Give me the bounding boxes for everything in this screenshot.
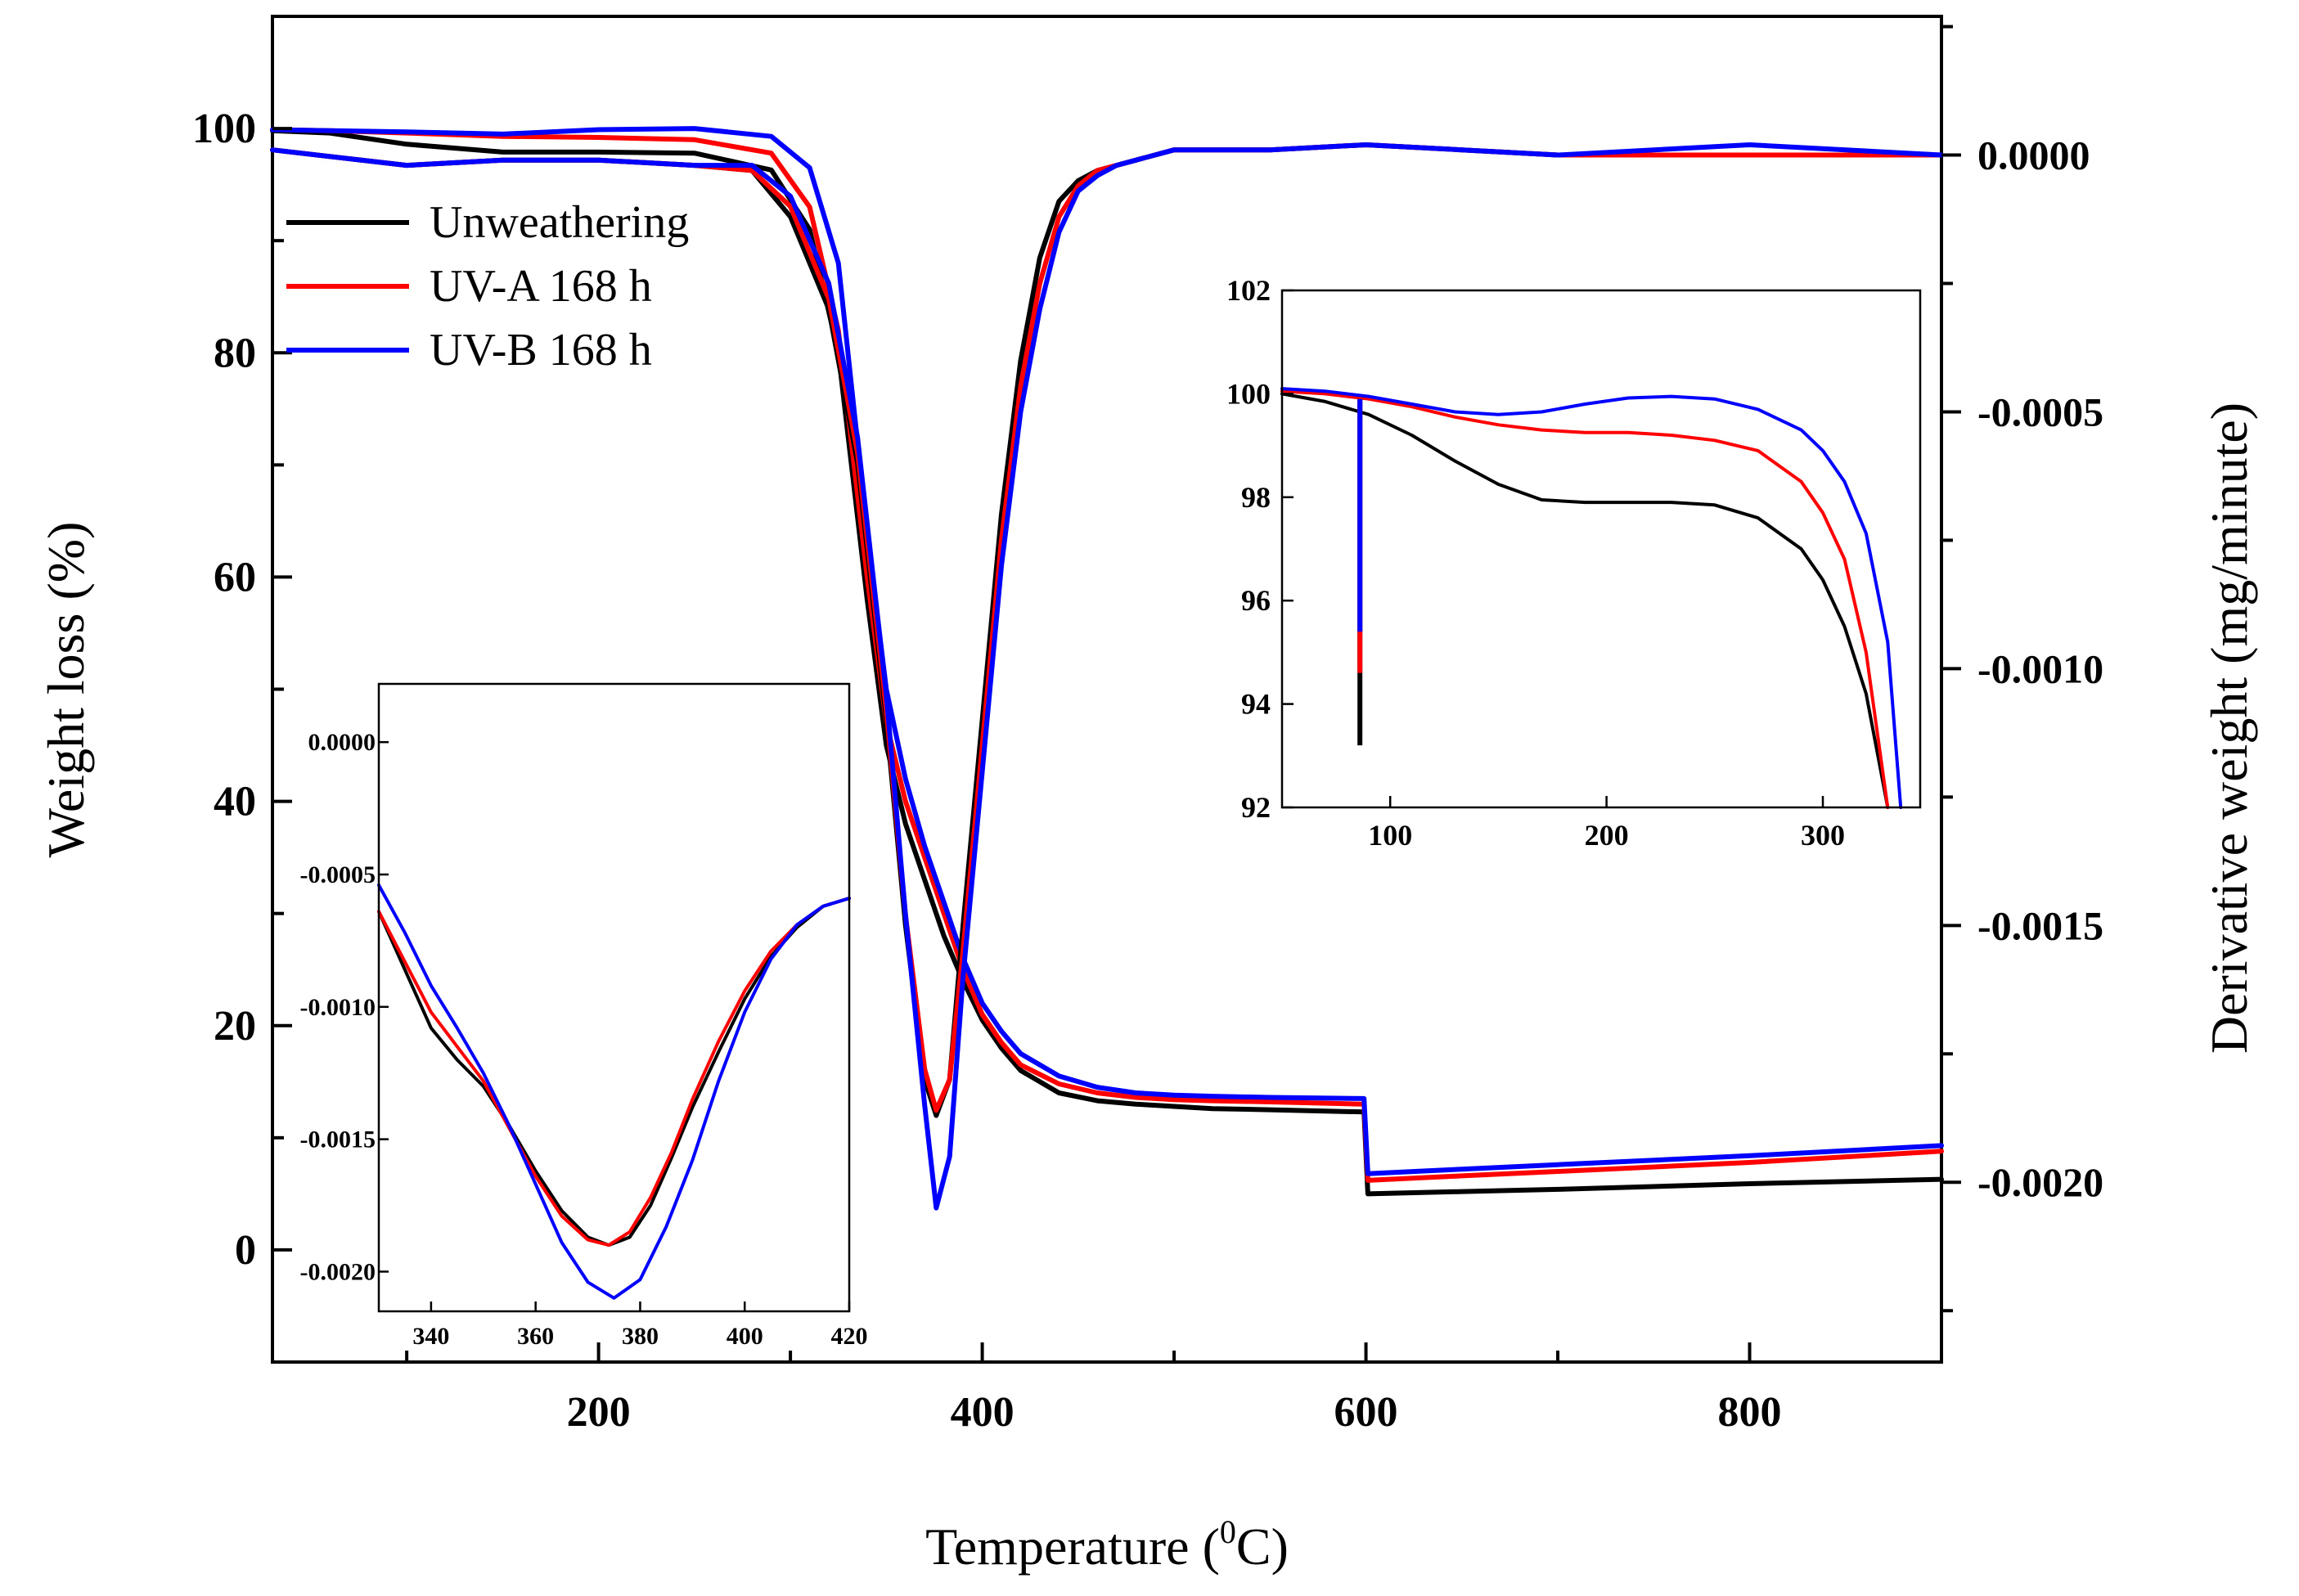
inset1-y-tick-label-102: 102 <box>1226 274 1271 307</box>
y2-tick-label-2: -0.0010 <box>1977 645 2103 691</box>
y-tick-label-80: 80 <box>214 330 256 376</box>
weight-line-uv-b-168-h <box>270 126 1944 1176</box>
inset1-y-tick-label-92: 92 <box>1241 791 1271 824</box>
legend-label-uvb: UV-B 168 h <box>430 325 652 375</box>
y2-axis-title: Derivative weight (mg/minute) <box>2200 402 2258 1054</box>
inset2-x-tick-label-360: 360 <box>517 1323 554 1350</box>
x-axis-title-unit: C) <box>1236 1517 1289 1576</box>
x-axis-title-main: Temperature ( <box>925 1517 1220 1576</box>
inset2-line-uv-b-168-h <box>377 883 851 1300</box>
y-tick-label-0: 0 <box>235 1227 256 1274</box>
inset1-y-tick-label-96: 96 <box>1241 584 1271 617</box>
inset1-frame <box>1280 289 1922 809</box>
derivative-curves <box>270 142 1944 1211</box>
inset2-y-tick-label-2: -0.0010 <box>300 994 376 1021</box>
inset1-y-tick-label-100: 100 <box>1226 377 1271 410</box>
y-tick-label-40: 40 <box>214 779 256 825</box>
y-tick-label-100: 100 <box>192 106 256 152</box>
inset2-y-tick-label-4: -0.0020 <box>300 1258 376 1285</box>
y-axis-title: Weight loss (%) <box>37 522 95 858</box>
inset2-y-tick-label-1: -0.0005 <box>300 861 376 888</box>
inset2-frame <box>377 682 851 1313</box>
inset1-x-tick-label-300: 300 <box>1801 819 1845 852</box>
legend-label-unweathering: Unweathering <box>430 197 689 248</box>
inset1-line-uv-b-168-h <box>1280 387 1903 809</box>
y-axis-ticks: 0 20 40 60 80 100 <box>192 15 292 1274</box>
x-axis-title: Temperature (0C) <box>925 1513 1289 1576</box>
inset2-y-tick-label-3: -0.0015 <box>300 1126 376 1153</box>
inset1-ticks: 100 200 300 92 94 96 98 100 102 <box>1226 274 1845 852</box>
x-tick-label-600: 600 <box>1334 1389 1398 1436</box>
inset2-x-tick-label-340: 340 <box>412 1323 449 1350</box>
legend-label-uva: UV-A 168 h <box>430 261 652 312</box>
y2-tick-label-0: 0.0000 <box>1977 133 2090 178</box>
y2-tick-label-1: -0.0005 <box>1977 389 2103 434</box>
x-tick-label-400: 400 <box>951 1389 1015 1436</box>
y2-tick-label-4: -0.0020 <box>1977 1159 2103 1205</box>
legend: Unweathering UV-A 168 h UV-B 168 h <box>286 197 689 375</box>
inset1-x-tick-label-100: 100 <box>1368 819 1412 852</box>
inset2-curves <box>377 883 851 1300</box>
inset2-x-tick-label-400: 400 <box>727 1323 763 1350</box>
x-axis-title-sup: 0 <box>1220 1513 1236 1550</box>
inset2-line-unweathering <box>377 897 851 1248</box>
inset1-line-unweathering <box>1280 392 1890 809</box>
inset1-line-uv-a-168-h <box>1280 389 1890 809</box>
inset1-y-tick-label-98: 98 <box>1241 481 1271 514</box>
y2-axis-ticks: 0.0000 -0.0005 -0.0010 -0.0015 -0.0020 <box>1941 25 2103 1313</box>
inset2-y-tick-label-0: 0.0000 <box>308 729 376 756</box>
derivative-line-uv-b-168-h <box>270 142 1944 1211</box>
inset2-background <box>379 684 849 1311</box>
weight-curves <box>270 126 1944 1197</box>
inset-derivative-zoom: 340 360 380 400 420 0.0000 -0.0005 -0.0010 -0.00… <box>300 682 868 1350</box>
inset2-x-tick-label-380: 380 <box>622 1323 659 1350</box>
inset2-x-tick-label-420: 420 <box>831 1323 868 1350</box>
x-tick-label-800: 800 <box>1718 1389 1782 1436</box>
x-tick-label-200: 200 <box>567 1389 631 1436</box>
inset1-background <box>1282 290 1920 807</box>
y-tick-label-60: 60 <box>214 554 256 600</box>
y2-tick-label-3: -0.0015 <box>1977 902 2103 948</box>
inset1-curves <box>1280 387 1903 809</box>
inset-weight-zoom: 100 200 300 92 94 96 98 100 102 <box>1226 274 1922 852</box>
inset2-line-uv-a-168-h <box>377 897 851 1248</box>
inset1-x-tick-label-200: 200 <box>1585 819 1629 852</box>
x-axis-ticks: 200 400 600 800 <box>405 1342 1782 1436</box>
inset2-ticks: 340 360 380 400 420 0.0000 -0.0005 -0.0010 -0.00… <box>300 729 868 1350</box>
inset1-y-tick-label-94: 94 <box>1241 688 1271 721</box>
y-tick-label-20: 20 <box>214 1003 256 1050</box>
